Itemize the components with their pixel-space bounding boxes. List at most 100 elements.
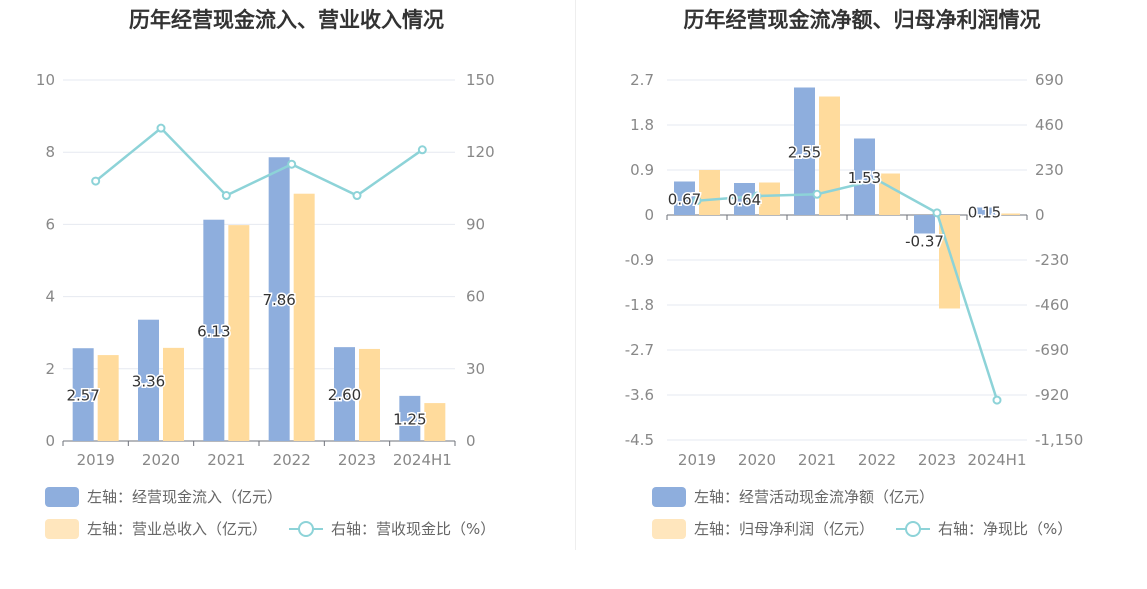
legend-label: 右轴：营收现金比（%） — [331, 520, 496, 538]
left-axis-tick-label: -3.6 — [625, 386, 654, 404]
right-axis-tick-label: -460 — [1035, 296, 1069, 314]
ratio-point — [692, 196, 702, 206]
ratio-line — [94, 126, 424, 198]
x-axis-category-label: 2021 — [207, 451, 245, 469]
bar-secondary — [97, 355, 119, 441]
x-axis-category-label: 2020 — [142, 451, 180, 469]
bar-secondary — [228, 225, 250, 441]
chart-panel-cash-inflow: 历年经营现金流入、营业收入情况 10 150 8 120 6 90 4 60 2 30 0 0 2019… — [0, 0, 573, 560]
bar-secondary — [879, 173, 900, 215]
legend-line-marker-icon — [896, 519, 931, 539]
right-axis-tick-label: -230 — [1035, 251, 1069, 269]
right-axis-tick-label: 230 — [1035, 161, 1064, 179]
ratio-point — [872, 175, 882, 185]
chart-title: 历年经营现金流入、营业收入情况 — [129, 8, 444, 32]
bar-data-label: 6.13 — [197, 322, 230, 340]
bar-data-label: 2.60 — [328, 386, 361, 404]
right-axis-tick-label: 30 — [466, 360, 485, 378]
legend-item-cash-inflow[interactable]: 左轴：经营现金流入（亿元） — [45, 486, 282, 507]
ratio-point — [417, 145, 427, 155]
ratio-point — [812, 189, 822, 199]
bar-data-label: 1.25 — [393, 410, 426, 428]
left-axis-tick-label: 0.9 — [630, 161, 654, 179]
bar-primary — [854, 138, 875, 215]
bar-primary — [399, 395, 421, 441]
x-axis-category-label: 2019 — [678, 451, 716, 469]
bar-data-label: 0.67 — [668, 190, 701, 208]
left-axis-tick-label: -1.8 — [625, 296, 654, 314]
legend-label: 左轴：营业总收入（亿元） — [87, 520, 268, 538]
bar-primary — [268, 157, 290, 441]
legend-swatch-bar — [45, 518, 79, 539]
ratio-point — [287, 159, 297, 169]
right-axis-tick-label: 60 — [466, 288, 485, 306]
legend-item-net-operating-cash[interactable]: 左轴：经营活动现金流净额（亿元） — [652, 486, 934, 507]
bar-primary — [974, 207, 995, 215]
ratio-point — [352, 191, 362, 201]
chart-panel-net-cash: 历年经营现金流净额、归母净利润情况 2.7 690 1.8 460 0.9 230 0 0 -0… — [577, 0, 1147, 560]
left-axis-tick-label: 2.7 — [630, 71, 654, 89]
bar-secondary — [759, 182, 780, 215]
bar-primary — [72, 348, 94, 441]
right-axis-tick-label: 0 — [1035, 206, 1045, 224]
bar-primary — [674, 181, 695, 215]
right-axis-tick-label: 150 — [466, 71, 495, 89]
left-axis-tick-label: 1.8 — [630, 116, 654, 134]
legend-swatch-bar — [652, 486, 686, 507]
bar-primary — [203, 219, 225, 441]
bar-secondary — [424, 403, 446, 441]
chart-title: 历年经营现金流净额、归母净利润情况 — [683, 8, 1041, 32]
x-axis-category-label: 2022 — [858, 451, 896, 469]
bar-secondary — [999, 213, 1020, 215]
bar-data-label: 1.53 — [848, 169, 881, 187]
bar-secondary — [293, 193, 315, 441]
right-axis-tick-label: 90 — [466, 215, 485, 233]
legend-item-net-profit[interactable]: 左轴：归母净利润（亿元） — [652, 518, 874, 539]
chart-cash-inflow-revenue: 10 150 8 120 6 90 4 60 2 30 0 0 2019 2020 2021 2022 2023… — [36, 71, 495, 469]
right-axis-tick-label: 120 — [466, 143, 495, 161]
bar-secondary — [163, 347, 184, 441]
right-axis-tick-label: 0 — [466, 432, 476, 450]
bar-primary — [794, 87, 815, 215]
legend-label: 右轴：净现比（%） — [938, 520, 1073, 538]
legend-label: 左轴：经营活动现金流净额（亿元） — [694, 488, 935, 506]
legend-item-cash-revenue-ratio[interactable]: 右轴：营收现金比（%） — [289, 518, 495, 539]
bar-secondary — [359, 348, 380, 441]
bar-data-label: -0.37 — [905, 233, 944, 251]
legend-item-net-cash-ratio[interactable]: 右轴：净现比（%） — [896, 518, 1072, 539]
x-axis-category-label: 2023 — [918, 451, 956, 469]
left-axis-tick-label: -0.9 — [625, 251, 654, 269]
ratio-point — [156, 123, 166, 133]
x-axis-category-label: 2023 — [338, 451, 376, 469]
ratio-point — [221, 191, 231, 201]
legend-item-revenue[interactable]: 左轴：营业总收入（亿元） — [45, 518, 267, 539]
left-axis-tick-label: 2 — [45, 360, 55, 378]
legend-swatch-bar — [652, 518, 686, 539]
bar-primary — [734, 183, 755, 215]
ratio-point — [992, 395, 1002, 405]
ratio-point — [91, 176, 101, 186]
bar-data-label: 0.64 — [728, 191, 761, 209]
left-axis-tick-label: 6 — [45, 215, 55, 233]
legend-label: 左轴：归母净利润（亿元） — [694, 520, 875, 538]
x-axis-category-label: 2021 — [798, 451, 836, 469]
bar-data-label: 2.55 — [788, 143, 821, 161]
bar-secondary — [699, 170, 720, 215]
bar-primary — [914, 215, 935, 234]
legend-swatch-bar — [45, 486, 79, 507]
bar-primary — [334, 347, 355, 441]
left-axis-tick-label: -4.5 — [625, 431, 654, 449]
left-axis-tick-label: 8 — [45, 143, 55, 161]
panel-divider — [575, 0, 576, 550]
legend: 左轴：经营活动现金流净额（亿元） 左轴：归母净利润（亿元） 右轴：净现比（%） — [652, 482, 1142, 546]
right-axis-tick-label: 460 — [1035, 116, 1064, 134]
ratio-point — [752, 191, 762, 201]
right-axis-tick-label: -690 — [1035, 341, 1069, 359]
bar-primary — [138, 319, 159, 441]
legend-line-marker-icon — [289, 519, 324, 539]
x-axis-category-label: 2024H1 — [968, 451, 1027, 469]
x-axis-category-label: 2022 — [273, 451, 311, 469]
ratio-line — [696, 178, 999, 401]
right-axis-tick-label: -1,150 — [1035, 431, 1083, 449]
right-axis-tick-label: 690 — [1035, 71, 1064, 89]
